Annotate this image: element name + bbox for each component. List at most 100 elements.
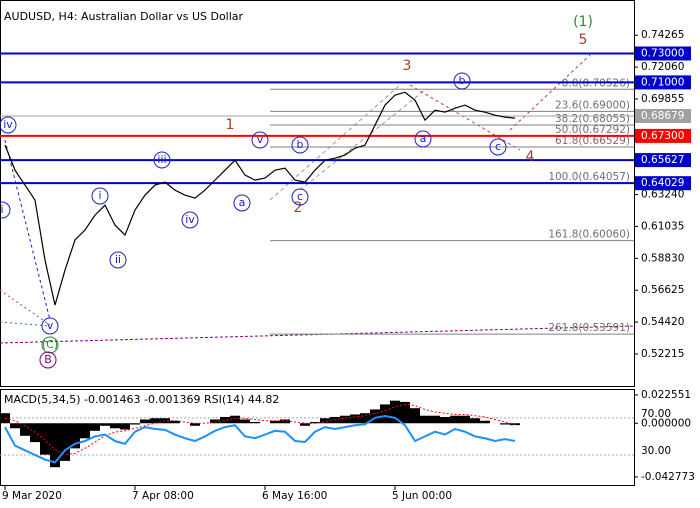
wave-circle	[91, 187, 109, 205]
circled-wave-label: ii	[115, 253, 121, 266]
circled-wave-label: iv	[185, 213, 195, 226]
price-panel	[0, 0, 635, 387]
level-box	[635, 75, 691, 90]
wave-circle	[0, 201, 11, 219]
level-box	[635, 176, 691, 191]
macd-bar	[390, 400, 400, 424]
projection-line	[509, 54, 591, 131]
macd-bar	[400, 401, 410, 424]
wave-line	[4, 139, 51, 321]
macd-bar	[100, 423, 110, 426]
y-tick-label: 0.58830	[641, 252, 684, 264]
macd-bar	[450, 415, 460, 424]
macd-bar	[130, 423, 140, 425]
chart-title: AUDUSD, H4: Australian Dollar vs US Doll…	[4, 10, 244, 23]
wave-circle	[39, 351, 57, 369]
y-tick-label: 0.000000	[641, 417, 691, 429]
macd-bar	[300, 423, 310, 426]
macd-bar	[380, 404, 390, 424]
macd-bar	[90, 423, 100, 431]
macd-bar	[40, 423, 50, 455]
y-tick-label: 0.69855	[641, 93, 684, 105]
circled-wave-label: B	[44, 353, 52, 366]
level-box	[635, 128, 691, 143]
circled-wave-label: a	[420, 132, 427, 145]
level-label: 0.68679	[641, 110, 684, 122]
wave-circle	[291, 136, 309, 154]
x-tick-label: 6 May 16:00	[262, 490, 327, 502]
wave-label: 1	[226, 117, 235, 133]
macd-bar	[170, 420, 180, 424]
circled-wave-label: i	[0, 203, 3, 216]
macd-bar	[190, 423, 200, 426]
macd-bar	[270, 420, 280, 424]
wave-label: 3	[403, 58, 412, 74]
macd-bar	[480, 420, 490, 424]
macd-bar	[370, 409, 380, 424]
indicator-title: MACD(5,34,5) -0.001463 -0.001369 RSI(14)…	[4, 393, 279, 406]
macd-bar	[220, 416, 230, 424]
fibonacci-label: 61.8(0.66529)	[555, 135, 630, 147]
circled-wave-label: a	[239, 196, 246, 209]
macd-bar	[140, 419, 150, 424]
macd-bar	[160, 418, 170, 424]
macd-bar	[440, 416, 450, 424]
level-box	[635, 108, 691, 123]
wave-circle	[251, 131, 269, 149]
wave-label: 5	[579, 32, 588, 48]
trend-channel	[269, 84, 401, 201]
macd-bar	[310, 422, 320, 424]
fibonacci-label: 50.0(0.67292)	[555, 124, 630, 136]
macd-bar	[500, 423, 510, 425]
y-tick-label: 0.61035	[641, 220, 684, 232]
wave-circle	[489, 138, 507, 156]
wave-circle	[41, 317, 59, 335]
macd-bar	[10, 423, 20, 429]
wave-circle	[0, 116, 17, 134]
circled-wave-label: c	[297, 190, 303, 203]
wave-circle	[109, 251, 127, 269]
circled-wave-label: c	[495, 140, 501, 153]
signal-line	[4, 403, 516, 456]
x-tick-label: 5 Jun 00:00	[392, 490, 452, 502]
y-tick-label: 0.54420	[641, 316, 684, 328]
macd-bar	[280, 419, 290, 424]
trend-channel	[299, 89, 426, 191]
fibonacci-label: 100.0(0.64057)	[548, 171, 630, 183]
y-tick-label: 0.74265	[641, 29, 684, 41]
level-label: 0.73000	[641, 47, 684, 59]
circled-wave-label: v	[257, 133, 264, 146]
level-label: 0.64029	[641, 177, 684, 189]
macd-bar	[70, 423, 80, 449]
macd-bar	[30, 423, 40, 443]
macd-bar	[110, 423, 120, 429]
y-tick-label: 0.022551	[641, 389, 691, 401]
circled-wave-label: v	[47, 319, 54, 332]
macd-bar	[420, 415, 430, 424]
level-label: 0.65627	[641, 154, 684, 166]
macd-bar	[410, 408, 420, 424]
macd-bar	[210, 419, 220, 424]
level-label: 0.67300	[641, 130, 684, 142]
rsi-line	[4, 414, 516, 464]
macd-bar	[460, 415, 470, 424]
level-box	[635, 46, 691, 61]
fibonacci-label: 23.6(0.69000)	[555, 99, 630, 111]
wave-label: 2	[294, 200, 303, 216]
macd-bar	[240, 419, 250, 424]
macd-bar	[80, 423, 90, 439]
macd-bar	[250, 422, 260, 424]
y2-tick-label: 70.00	[641, 408, 671, 420]
level-box	[635, 153, 691, 168]
wave-line	[0, 289, 51, 326]
wave-circle	[153, 151, 171, 169]
macd-bar	[120, 423, 130, 430]
price-line	[4, 91, 516, 306]
macd-bar	[470, 418, 480, 424]
wave-circle	[233, 194, 251, 212]
fibonacci-label: 261.8(0.53591)	[548, 322, 630, 334]
circled-wave-label: (C)	[42, 338, 58, 351]
circled-wave-label: i	[98, 189, 101, 202]
y-tick-label: 0.72060	[641, 61, 684, 73]
